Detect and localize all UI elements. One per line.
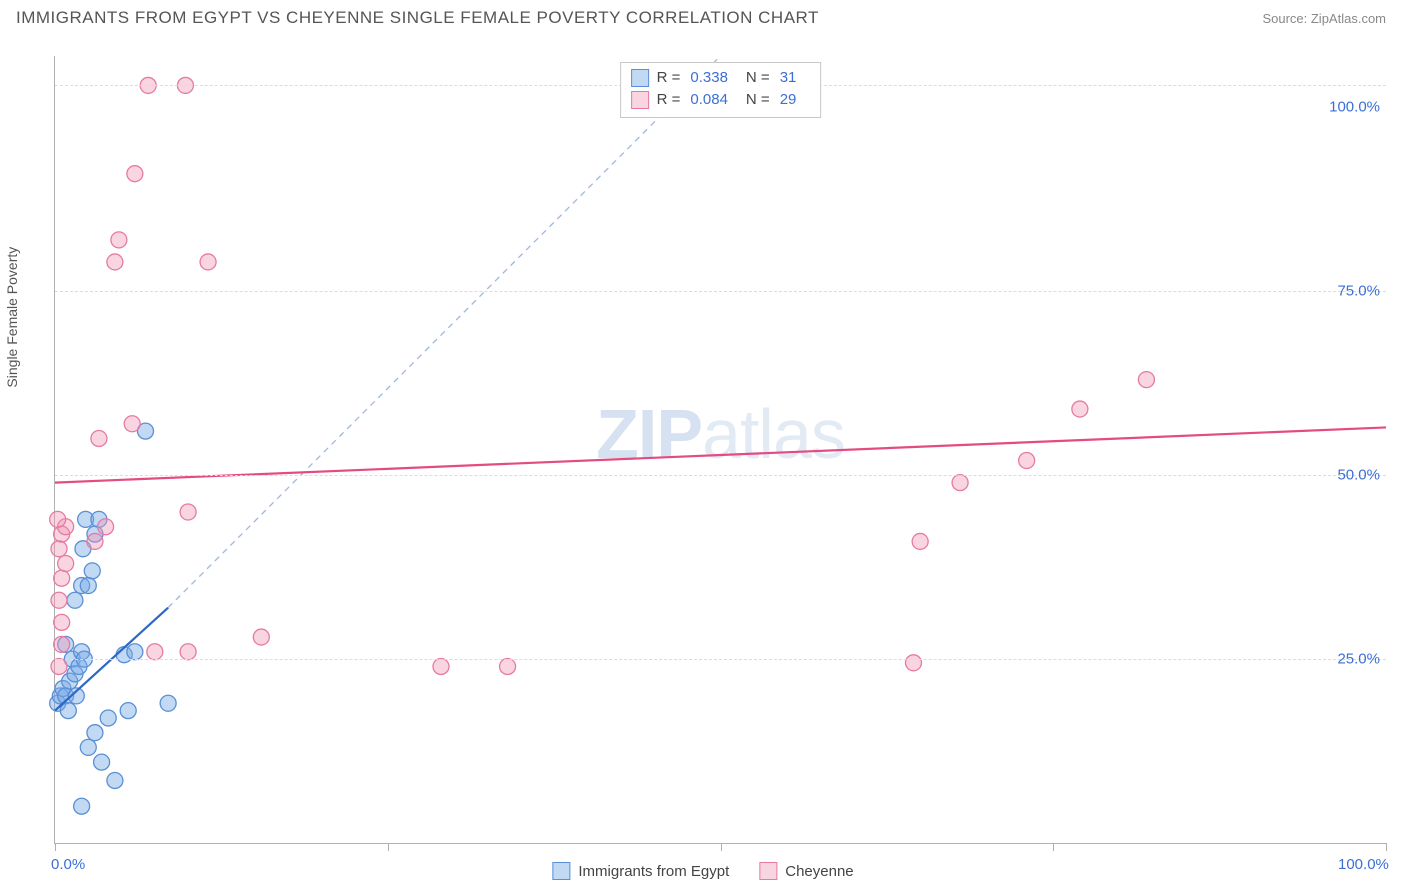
data-point [51,658,67,674]
data-point [124,416,140,432]
data-point [84,563,100,579]
legend-swatch [631,69,649,87]
legend-r-value: 0.084 [690,89,728,111]
data-point [253,629,269,645]
data-point [180,504,196,520]
gridline [55,475,1386,476]
y-axis-label: Single Female Poverty [4,247,20,388]
data-point [54,570,70,586]
legend-n-value: 29 [780,89,797,111]
gridline [55,291,1386,292]
data-point [120,703,136,719]
data-point [67,592,83,608]
data-point [500,658,516,674]
legend-swatch [759,862,777,880]
chart-source: Source: ZipAtlas.com [1262,11,1386,26]
data-point [80,578,96,594]
data-point [87,725,103,741]
scatter-svg [55,56,1386,843]
legend-item: Cheyenne [759,862,853,880]
data-point [94,754,110,770]
x-tick [388,843,389,851]
chart-title: IMMIGRANTS FROM EGYPT VS CHEYENNE SINGLE… [16,8,819,28]
legend-r-label: R = [657,67,681,89]
data-point [1019,453,1035,469]
legend-series: Immigrants from Egypt Cheyenne [552,862,853,880]
data-point [147,644,163,660]
data-point [952,475,968,491]
legend-row: R = 0.084 N = 29 [631,89,807,111]
y-tick-label: 25.0% [1337,651,1380,668]
legend-label: Immigrants from Egypt [578,863,729,880]
legend-n-label: N = [746,89,770,111]
y-tick-label: 100.0% [1329,99,1380,116]
data-point [912,533,928,549]
data-point [58,556,74,572]
legend-n-label: N = [746,67,770,89]
x-tick [721,843,722,851]
legend-swatch [631,91,649,109]
legend-correlation: R = 0.338 N = 31 R = 0.084 N = 29 [620,62,822,118]
data-point [87,533,103,549]
data-point [180,644,196,660]
data-point [100,710,116,726]
data-point [1072,401,1088,417]
data-point [127,644,143,660]
data-point [80,739,96,755]
data-point [74,798,90,814]
plot-area: ZIPatlas R =0.338N =31R =0.084N =29 25.0… [54,56,1386,844]
legend-row: R = 0.338 N = 31 [631,67,807,89]
data-point [160,695,176,711]
data-point [107,254,123,270]
legend-n-value: 31 [780,67,797,89]
header: IMMIGRANTS FROM EGYPT VS CHEYENNE SINGLE… [0,0,1406,32]
data-point [107,772,123,788]
x-tick [55,843,56,851]
data-point [54,614,70,630]
data-point [51,541,67,557]
legend-swatch [552,862,570,880]
data-point [51,592,67,608]
data-point [98,519,114,535]
regression-line [168,56,720,608]
x-tick-label: 100.0% [1338,856,1389,873]
legend-item: Immigrants from Egypt [552,862,729,880]
data-point [50,511,66,527]
gridline [55,659,1386,660]
legend-label: Cheyenne [785,863,853,880]
data-point [200,254,216,270]
chart-area: Single Female Poverty ZIPatlas R =0.338N… [48,56,1386,844]
data-point [905,655,921,671]
data-point [433,658,449,674]
legend-r-value: 0.338 [690,67,728,89]
x-tick [1053,843,1054,851]
legend-r-label: R = [657,89,681,111]
x-tick [1386,843,1387,851]
data-point [1138,372,1154,388]
data-point [54,636,70,652]
data-point [91,430,107,446]
y-tick-label: 50.0% [1337,467,1380,484]
data-point [127,166,143,182]
y-tick-label: 75.0% [1337,283,1380,300]
data-point [111,232,127,248]
x-tick-label: 0.0% [51,856,85,873]
